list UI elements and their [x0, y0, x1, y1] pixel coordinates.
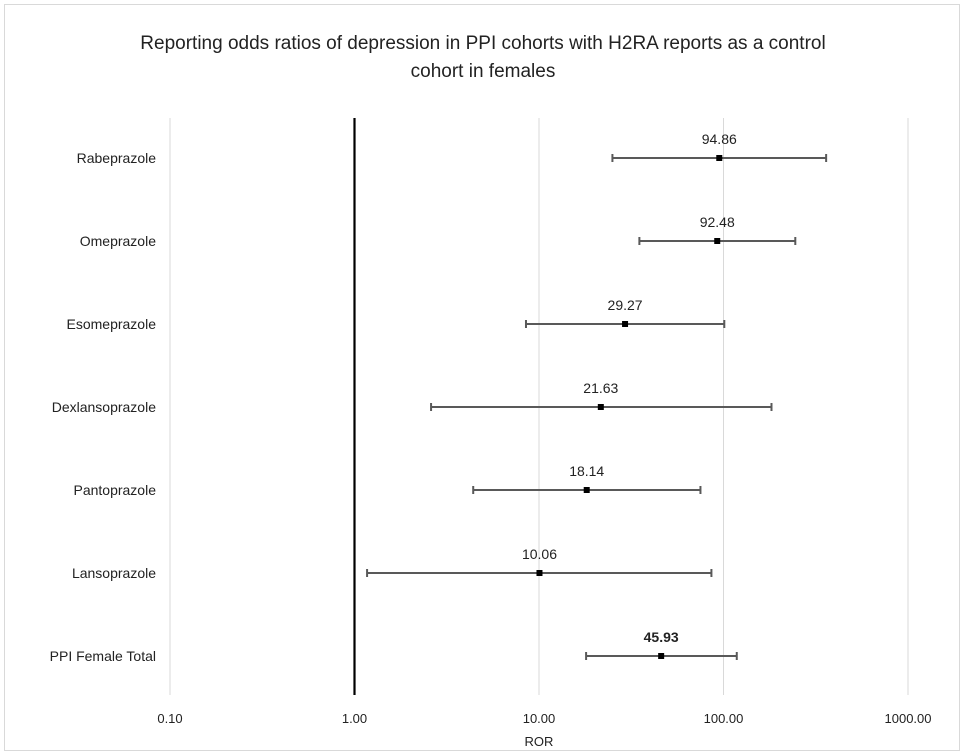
chart-title: Reporting odds ratios of depression in P…: [0, 30, 966, 86]
row-label-1: Omeprazole: [80, 233, 156, 249]
point-estimate-4: [583, 487, 590, 493]
x-tick-label-2: 10.00: [523, 711, 556, 726]
point-estimate-6: [658, 653, 665, 659]
point-estimate-2: [622, 321, 629, 327]
row-label-5: Lansoprazole: [72, 565, 156, 581]
data-label-2: 29.27: [608, 297, 643, 313]
point-estimate-0: [716, 155, 723, 161]
x-tick-label-3: 100.00: [704, 711, 744, 726]
data-label-0: 94.86: [702, 131, 737, 147]
x-axis-label: ROR: [525, 734, 554, 749]
point-estimate-1: [714, 238, 721, 244]
chart-title-line-1: Reporting odds ratios of depression in P…: [140, 33, 826, 54]
row-label-6: PPI Female Total: [50, 648, 156, 664]
chart-title-line-2: cohort in females: [410, 61, 556, 82]
row-label-4: Pantoprazole: [73, 482, 156, 498]
chart-frame: [4, 4, 960, 751]
point-estimate-3: [597, 404, 604, 410]
data-label-1: 92.48: [700, 214, 735, 230]
x-tick-label-0: 0.10: [157, 711, 182, 726]
x-tick-label-1: 1.00: [342, 711, 367, 726]
row-label-3: Dexlansoprazole: [52, 399, 156, 415]
row-label-2: Esomeprazole: [67, 316, 157, 332]
data-label-6: 45.93: [644, 629, 679, 645]
data-label-5: 10.06: [522, 546, 557, 562]
data-label-3: 21.63: [583, 380, 618, 396]
x-tick-label-4: 1000.00: [885, 711, 932, 726]
point-estimate-5: [536, 570, 543, 576]
row-label-0: Rabeprazole: [77, 150, 157, 166]
data-label-4: 18.14: [569, 463, 604, 479]
